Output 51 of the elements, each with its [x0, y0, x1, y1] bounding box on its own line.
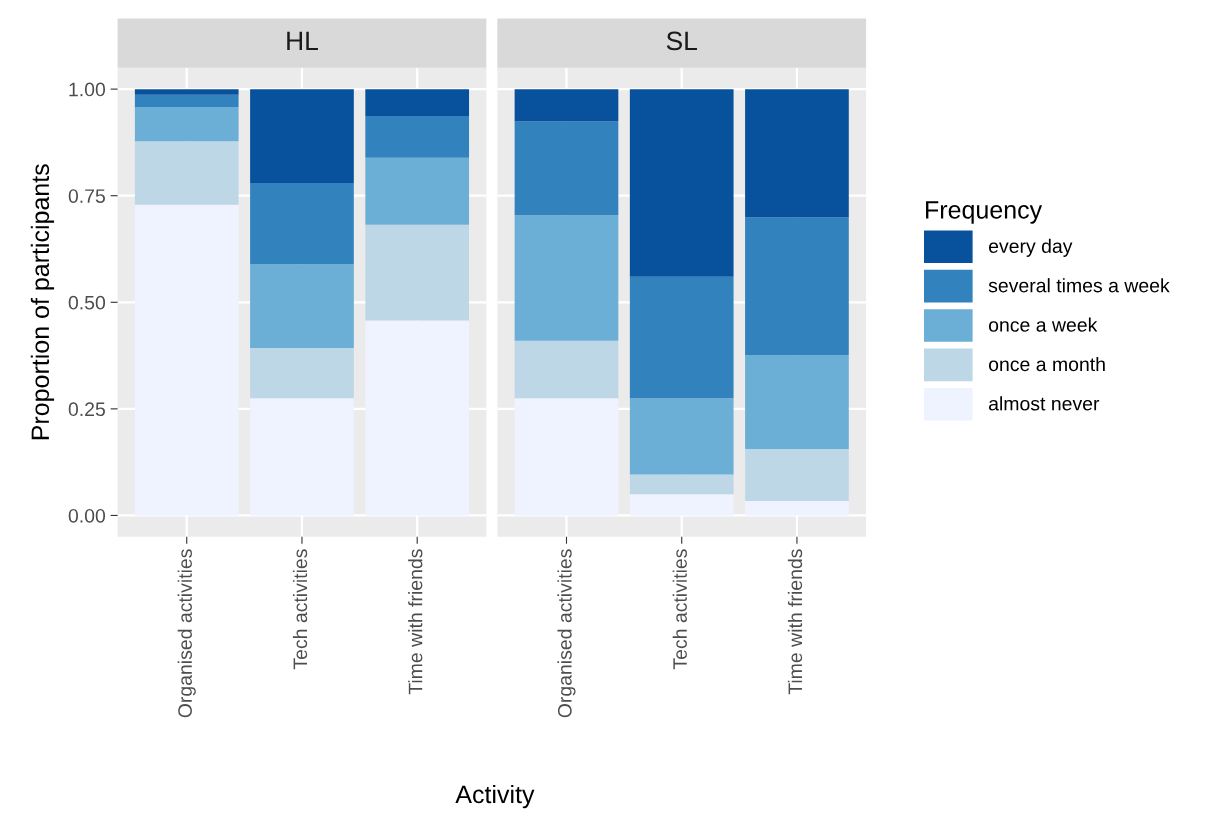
- bar: [745, 89, 849, 218]
- bar: [250, 347, 354, 399]
- chart-title: SL: [666, 31, 697, 51]
- bar: [134, 89, 239, 95]
- x-tick-label: Tech activities: [672, 549, 687, 670]
- x-tick-label: Organised activities: [557, 549, 576, 718]
- legend-label: once a week: [988, 317, 1098, 332]
- bar: [745, 448, 849, 501]
- legend-title: Frequency: [926, 201, 1043, 224]
- bar: [134, 204, 239, 516]
- bar: [629, 398, 734, 475]
- bar: [250, 398, 354, 516]
- x-tick-label: Organised activities: [177, 549, 196, 718]
- legend-label: almost never: [988, 396, 1100, 411]
- y-tick-label: 1.00: [69, 82, 106, 97]
- bar: [365, 157, 470, 225]
- legend-label: every day: [988, 238, 1073, 257]
- y-tick-label: 0.00: [68, 508, 106, 523]
- bar: [250, 182, 354, 265]
- bar: [250, 89, 354, 183]
- x-tick-label: Time with friends: [787, 549, 803, 695]
- bar: [134, 141, 239, 205]
- y-axis-title: Proportion of participants: [30, 164, 55, 440]
- bar: [134, 107, 239, 142]
- y-tick-label: 0.50: [68, 295, 106, 310]
- bar: [514, 215, 619, 341]
- bar: [365, 115, 470, 158]
- bar: [745, 355, 849, 449]
- bar: [514, 89, 619, 122]
- bar: [745, 217, 849, 356]
- bar: [514, 340, 619, 399]
- x-tick-label: Tech activities: [292, 549, 308, 670]
- bar: [629, 494, 734, 516]
- bar: [514, 121, 619, 216]
- x-axis-title: Activity: [455, 784, 535, 809]
- bar: [365, 89, 470, 116]
- bar: [250, 264, 354, 348]
- bar: [629, 474, 734, 495]
- x-tick-label: Time with friends: [408, 549, 423, 695]
- chart-title: HL: [287, 31, 318, 51]
- bar: [514, 398, 619, 516]
- legend-label: once a month: [988, 356, 1105, 372]
- y-tick-label: 0.75: [68, 189, 105, 203]
- legend-label: several times a week: [988, 278, 1170, 293]
- bar: [365, 224, 470, 321]
- bar: [745, 500, 849, 516]
- bar: [629, 89, 734, 277]
- bar: [134, 94, 239, 108]
- bar: [629, 276, 734, 399]
- bar: [365, 320, 470, 516]
- y-tick-label: 0.25: [68, 402, 105, 417]
